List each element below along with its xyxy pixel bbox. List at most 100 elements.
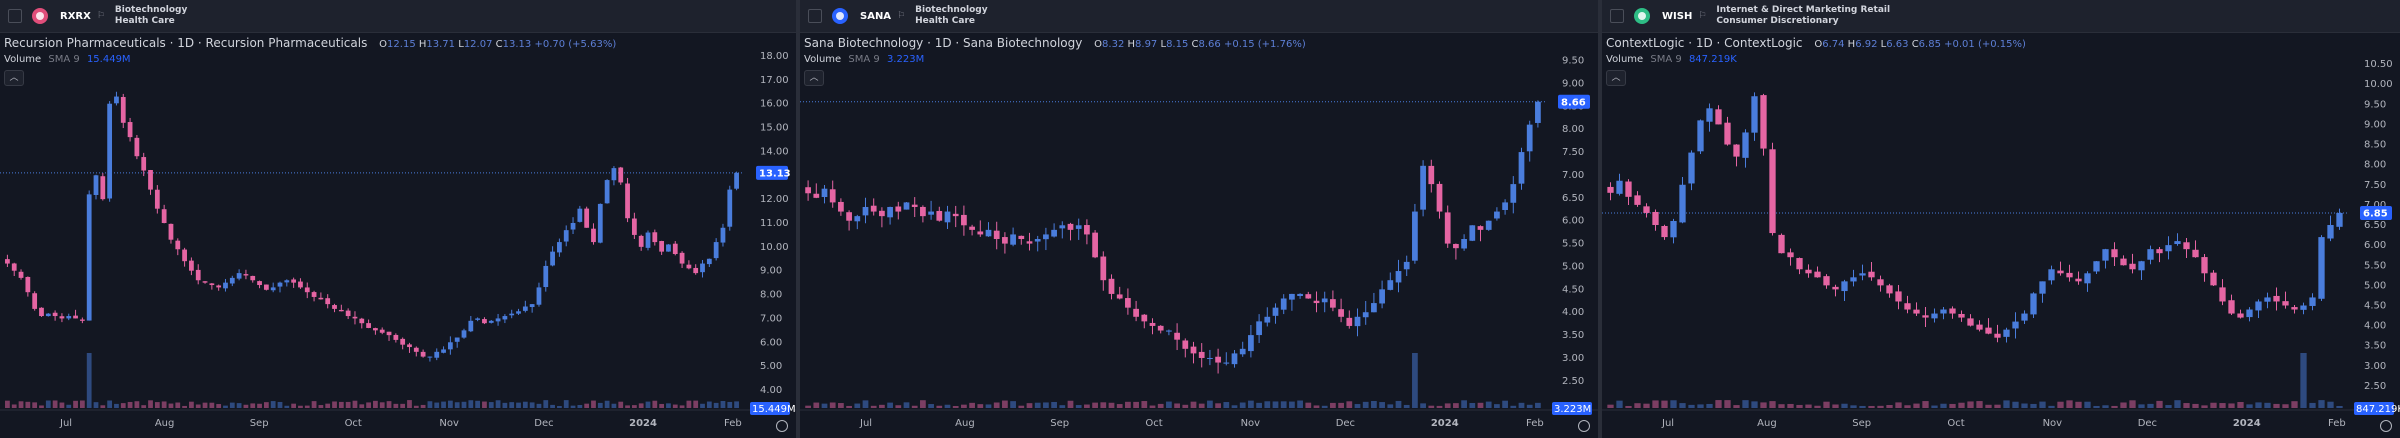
candle[interactable] <box>1379 289 1385 304</box>
candle[interactable] <box>1453 243 1459 249</box>
candle[interactable] <box>454 337 460 342</box>
candle[interactable] <box>420 351 426 357</box>
chart-panel-wish[interactable]: 10.50 10.00 9.50 9.00 8.50 8.00 7.50 7.00 6.50 6.… <box>1602 0 2400 438</box>
candle[interactable] <box>2057 270 2064 274</box>
candle[interactable] <box>1264 316 1271 323</box>
candle[interactable] <box>257 281 262 286</box>
ticker-symbol[interactable]: WISH <box>1662 10 1693 22</box>
select-checkbox[interactable] <box>808 9 822 23</box>
candle[interactable] <box>813 193 820 198</box>
candle[interactable] <box>1059 225 1066 229</box>
candle[interactable] <box>2147 249 2154 260</box>
candle[interactable] <box>304 287 310 293</box>
candle[interactable] <box>1535 101 1541 123</box>
candle[interactable] <box>141 157 147 171</box>
candle[interactable] <box>720 227 726 243</box>
candle[interactable] <box>1850 277 1857 282</box>
candle[interactable] <box>1494 211 1500 219</box>
candle[interactable] <box>2291 307 2298 310</box>
candle[interactable] <box>39 307 44 317</box>
flag-icon[interactable]: ⚐ <box>897 11 906 21</box>
candle[interactable] <box>1895 291 1902 302</box>
candle[interactable] <box>311 292 317 297</box>
candle[interactable] <box>2012 321 2019 329</box>
candle[interactable] <box>920 206 926 217</box>
candle[interactable] <box>2102 249 2109 261</box>
candle[interactable] <box>1616 180 1623 194</box>
candle[interactable] <box>2156 249 2163 254</box>
candle[interactable] <box>706 258 712 265</box>
candle[interactable] <box>961 214 967 226</box>
candle[interactable] <box>870 205 877 212</box>
candle[interactable] <box>209 283 215 286</box>
candle[interactable] <box>2210 272 2217 286</box>
candle[interactable] <box>1272 307 1279 316</box>
candle[interactable] <box>1403 261 1410 270</box>
candle[interactable] <box>1313 300 1320 304</box>
candle[interactable] <box>1877 279 1884 286</box>
candle[interactable] <box>2327 225 2334 239</box>
candle[interactable] <box>666 244 671 252</box>
candle[interactable] <box>284 280 290 283</box>
candle[interactable] <box>638 235 644 247</box>
chart-panel-rxrx[interactable]: 18.0017.0016.0015.0014.0013.0012.0011.00… <box>0 0 796 438</box>
candle[interactable] <box>93 175 99 196</box>
candle[interactable] <box>86 194 92 321</box>
candle[interactable] <box>229 277 235 284</box>
candle[interactable] <box>977 231 984 235</box>
candle[interactable] <box>625 183 630 219</box>
candle[interactable] <box>1485 220 1492 230</box>
collapse-legend-button[interactable]: ︿ <box>1606 70 1626 86</box>
candle[interactable] <box>1607 186 1614 193</box>
candle[interactable] <box>879 210 885 217</box>
candle[interactable] <box>441 349 446 353</box>
candle[interactable] <box>557 242 562 253</box>
candle[interactable] <box>1330 299 1336 308</box>
candle[interactable] <box>1697 120 1704 152</box>
candle[interactable] <box>1067 223 1074 230</box>
candle[interactable] <box>543 265 549 288</box>
candle[interactable] <box>373 328 378 331</box>
candle[interactable] <box>584 208 590 228</box>
candle[interactable] <box>1724 122 1731 145</box>
candle[interactable] <box>1958 313 1965 318</box>
candle[interactable] <box>1832 286 1839 290</box>
candle[interactable] <box>1395 271 1402 283</box>
candle[interactable] <box>243 274 249 276</box>
candle[interactable] <box>502 316 508 320</box>
candle[interactable] <box>1733 144 1740 157</box>
candle[interactable] <box>1477 226 1484 230</box>
candle[interactable] <box>134 137 140 157</box>
candle[interactable] <box>1387 280 1394 290</box>
candle[interactable] <box>318 297 324 300</box>
candle[interactable] <box>1625 181 1632 197</box>
candle[interactable] <box>413 347 419 352</box>
candle[interactable] <box>944 211 951 223</box>
candle[interactable] <box>2075 278 2082 282</box>
candle[interactable] <box>1116 294 1123 299</box>
candle[interactable] <box>1976 324 1983 330</box>
settings-icon[interactable] <box>1578 420 1590 432</box>
candle[interactable] <box>2084 273 2091 284</box>
candle[interactable] <box>2273 295 2280 302</box>
candle[interactable] <box>223 282 228 289</box>
candle[interactable] <box>2282 301 2289 306</box>
candle[interactable] <box>2318 237 2325 299</box>
candle[interactable] <box>985 229 992 237</box>
candle[interactable] <box>2300 305 2307 310</box>
candle[interactable] <box>393 334 399 340</box>
candle[interactable] <box>597 203 603 243</box>
candle[interactable] <box>182 249 187 262</box>
select-checkbox[interactable] <box>8 9 22 23</box>
candle[interactable] <box>1190 346 1197 354</box>
candle[interactable] <box>2030 293 2037 315</box>
candle[interactable] <box>1108 278 1115 294</box>
candle[interactable] <box>66 316 72 319</box>
candle[interactable] <box>1670 220 1677 238</box>
candle[interactable] <box>386 331 392 336</box>
candle[interactable] <box>679 252 685 264</box>
candle[interactable] <box>114 96 119 104</box>
candle[interactable] <box>993 230 1000 240</box>
candle[interactable] <box>2309 297 2316 306</box>
candle[interactable] <box>1297 293 1303 297</box>
